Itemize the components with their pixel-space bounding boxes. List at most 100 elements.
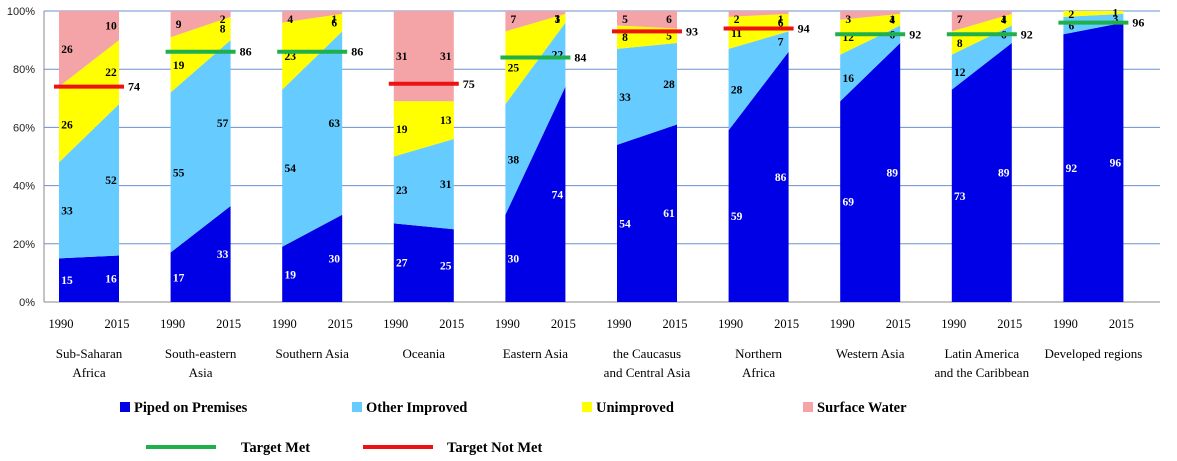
legend-label: Surface Water xyxy=(817,400,907,416)
area-piped xyxy=(393,223,454,302)
data-label: 57 xyxy=(217,118,229,130)
data-label: 6 xyxy=(778,18,784,30)
data-label: 25 xyxy=(440,261,452,273)
data-label: 4 xyxy=(1001,15,1007,27)
legend-label: Other Improved xyxy=(366,400,467,416)
x-tick-label: 2015 xyxy=(774,317,799,331)
region-group: 27 25 23 31 19 13 31 31 75 1990 2015 Oceania xyxy=(383,11,475,361)
data-label: 92 xyxy=(1066,163,1078,175)
data-label: 33 xyxy=(619,92,631,104)
legend-swatch xyxy=(352,402,362,412)
x-tick-label: 1990 xyxy=(160,317,185,331)
legend-label: Unimproved xyxy=(596,400,674,416)
data-label: 8 xyxy=(622,32,628,44)
data-label: 19 xyxy=(396,124,408,136)
data-label: 38 xyxy=(508,154,520,166)
x-tick-label: 2015 xyxy=(216,317,241,331)
area-unimproved xyxy=(59,40,119,163)
y-tick-label: 0% xyxy=(19,297,35,309)
data-label: 16 xyxy=(105,274,117,286)
legend-label: Target Met xyxy=(241,440,310,456)
data-label: 3 xyxy=(555,13,561,25)
legend-item-surface: Surface Water xyxy=(803,400,907,416)
data-label: 30 xyxy=(508,253,520,265)
target-label: 96 xyxy=(1132,16,1144,30)
data-label: 89 xyxy=(998,168,1010,180)
area-other xyxy=(840,25,901,102)
region-label: Western Asia xyxy=(836,346,905,361)
data-label: 54 xyxy=(284,163,296,175)
data-label: 27 xyxy=(396,258,408,270)
region-group: 92 96 6 3 2 1 96 1990 2015 Developed regions xyxy=(1044,7,1144,361)
region-label: Latin America xyxy=(944,346,1019,361)
region-label: Southern Asia xyxy=(276,346,350,361)
data-label: 26 xyxy=(61,119,73,131)
area-piped xyxy=(840,43,901,302)
data-label: 7 xyxy=(511,14,517,26)
region-label: the Caucasus xyxy=(613,346,681,361)
area-other xyxy=(59,104,119,259)
area-piped xyxy=(617,124,677,303)
region-label: Northern xyxy=(735,346,782,361)
area-surface xyxy=(840,11,901,20)
region-label: Sub-Saharan xyxy=(56,346,123,361)
data-label: 69 xyxy=(842,197,854,209)
data-label: 89 xyxy=(886,168,898,180)
data-label: 8 xyxy=(220,23,226,35)
data-label: 33 xyxy=(61,205,73,217)
data-label: 3 xyxy=(845,14,851,26)
data-label: 28 xyxy=(663,79,675,91)
data-label: 6 xyxy=(666,14,672,26)
data-label: 59 xyxy=(731,211,743,223)
data-label: 17 xyxy=(173,272,185,284)
x-tick-label: 1990 xyxy=(272,317,297,331)
data-label: 8 xyxy=(957,38,963,50)
region-label: and the Caribbean xyxy=(935,365,1030,380)
region-label: South-eastern xyxy=(165,346,237,361)
x-tick-label: 1990 xyxy=(718,317,743,331)
region-label: Africa xyxy=(742,365,775,380)
x-tick-label: 2015 xyxy=(997,317,1022,331)
data-label: 7 xyxy=(778,37,784,49)
data-label: 74 xyxy=(552,189,564,201)
data-label: 61 xyxy=(663,208,675,220)
data-label: 15 xyxy=(61,275,73,287)
area-surface xyxy=(282,11,343,23)
x-tick-label: 1990 xyxy=(607,317,632,331)
region-label: and Central Asia xyxy=(604,365,691,380)
region-label: Oceania xyxy=(403,346,446,361)
x-tick-label: 1990 xyxy=(830,317,855,331)
area-surface xyxy=(617,11,677,29)
legend-label: Piped on Premises xyxy=(134,400,248,416)
data-label: 31 xyxy=(440,179,452,191)
legend-swatch xyxy=(582,402,592,412)
target-label: 93 xyxy=(686,24,698,38)
target-label: 94 xyxy=(798,21,810,35)
data-label: 31 xyxy=(396,51,408,63)
region-group: 30743822253718419902015Eastern Asia xyxy=(495,11,586,361)
data-label: 2 xyxy=(1069,9,1075,21)
x-tick-label: 1990 xyxy=(49,317,74,331)
data-label: 31 xyxy=(440,51,452,63)
data-label: 11 xyxy=(731,28,742,40)
legend: Piped on Premises Other Improved Unimprove… xyxy=(120,400,907,456)
data-label: 1 xyxy=(1113,7,1119,19)
x-tick-label: 2015 xyxy=(886,317,911,331)
area-piped xyxy=(951,43,1012,302)
x-tick-label: 1990 xyxy=(383,317,408,331)
data-label: 7 xyxy=(957,14,963,26)
data-label: 12 xyxy=(842,32,854,44)
y-tick-label: 100% xyxy=(7,6,35,18)
data-label: 33 xyxy=(217,249,229,261)
region-label: Developed regions xyxy=(1044,346,1142,361)
area-other xyxy=(170,40,231,253)
area-other xyxy=(282,31,343,247)
data-label: 55 xyxy=(173,168,185,180)
data-label: 73 xyxy=(954,191,966,203)
data-label: 54 xyxy=(619,218,631,230)
x-tick-label: 1990 xyxy=(1053,317,1078,331)
area-piped xyxy=(59,255,119,302)
region-group: 6989166124319219902015Western Asia xyxy=(830,11,921,361)
data-label: 2 xyxy=(220,14,226,26)
